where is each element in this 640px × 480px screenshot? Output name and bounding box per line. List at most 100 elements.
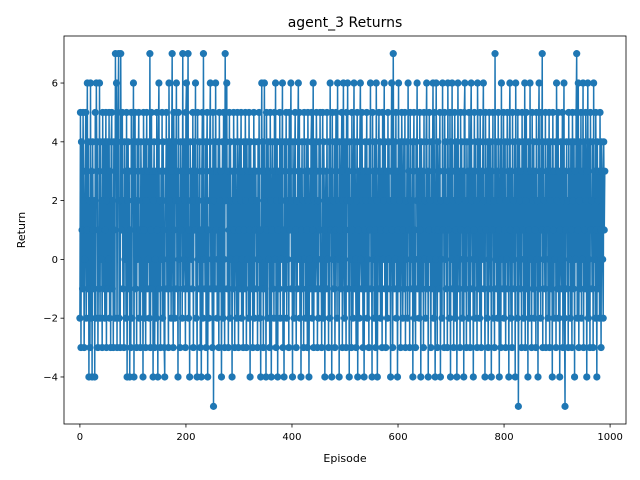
data-point bbox=[526, 255, 535, 263]
data-point bbox=[292, 226, 300, 234]
data-point bbox=[243, 255, 252, 263]
data-point bbox=[106, 314, 114, 322]
data-point bbox=[86, 79, 95, 87]
data-point bbox=[340, 314, 349, 322]
data-point bbox=[406, 343, 414, 352]
data-point bbox=[538, 50, 546, 58]
data-point bbox=[579, 343, 588, 352]
x-tick-label: 800 bbox=[495, 432, 514, 443]
data-point bbox=[127, 343, 135, 352]
data-point bbox=[469, 373, 477, 381]
data-point bbox=[450, 343, 458, 352]
data-point bbox=[320, 138, 328, 146]
data-point bbox=[365, 138, 373, 146]
data-point bbox=[596, 108, 604, 117]
data-point bbox=[195, 285, 203, 293]
data-point bbox=[206, 79, 214, 87]
data-point bbox=[428, 167, 437, 175]
data-point bbox=[362, 197, 370, 205]
data-point bbox=[194, 255, 202, 263]
data-point bbox=[297, 226, 306, 234]
data-point bbox=[330, 285, 338, 293]
data-point bbox=[392, 314, 401, 322]
data-point bbox=[155, 285, 164, 293]
data-point bbox=[322, 167, 330, 175]
data-point bbox=[375, 285, 384, 293]
data-point bbox=[346, 138, 354, 146]
data-point bbox=[431, 373, 439, 381]
data-point bbox=[173, 285, 181, 293]
data-point bbox=[337, 167, 345, 175]
data-point bbox=[303, 226, 311, 234]
data-point bbox=[601, 167, 609, 175]
data-point bbox=[549, 226, 557, 234]
data-point bbox=[494, 108, 502, 117]
data-point bbox=[555, 314, 563, 322]
data-point bbox=[274, 373, 282, 381]
data-point bbox=[298, 285, 307, 293]
data-point bbox=[561, 402, 569, 410]
data-point bbox=[449, 285, 457, 293]
data-point bbox=[91, 108, 99, 117]
data-point bbox=[352, 343, 360, 352]
data-point bbox=[373, 197, 381, 205]
data-point bbox=[548, 373, 556, 381]
data-point bbox=[426, 197, 434, 205]
x-tick-label: 1000 bbox=[597, 432, 622, 443]
data-point bbox=[269, 285, 277, 293]
data-point bbox=[120, 343, 128, 352]
data-point bbox=[480, 197, 489, 205]
data-point bbox=[454, 79, 462, 87]
data-point bbox=[447, 255, 456, 263]
data-point bbox=[403, 138, 411, 146]
data-point bbox=[201, 285, 209, 293]
data-point bbox=[271, 79, 280, 87]
data-point bbox=[100, 167, 108, 175]
data-point bbox=[125, 285, 133, 293]
data-point bbox=[569, 285, 578, 293]
data-point bbox=[174, 373, 182, 381]
data-point bbox=[564, 197, 572, 205]
data-point bbox=[196, 343, 204, 352]
data-point bbox=[444, 226, 452, 234]
data-point bbox=[112, 79, 121, 87]
data-point bbox=[165, 79, 173, 87]
data-point bbox=[476, 314, 484, 322]
data-point bbox=[512, 79, 520, 87]
data-point bbox=[387, 167, 395, 175]
data-point bbox=[331, 343, 339, 352]
data-point bbox=[580, 138, 588, 146]
data-point bbox=[108, 108, 116, 117]
data-point bbox=[504, 285, 512, 293]
data-point bbox=[192, 167, 201, 175]
data-point bbox=[213, 314, 221, 322]
data-point bbox=[208, 255, 216, 263]
data-point bbox=[197, 226, 205, 234]
data-point bbox=[500, 226, 509, 234]
data-point bbox=[211, 285, 219, 293]
data-point bbox=[199, 50, 208, 58]
data-point bbox=[570, 373, 579, 381]
data-point bbox=[205, 314, 213, 322]
data-point bbox=[490, 343, 499, 352]
data-point bbox=[387, 373, 395, 381]
data-point bbox=[284, 255, 292, 263]
data-point bbox=[175, 197, 184, 205]
data-point bbox=[368, 108, 377, 117]
data-point bbox=[156, 197, 164, 205]
data-point bbox=[256, 226, 264, 234]
data-point bbox=[151, 255, 159, 263]
data-point bbox=[523, 285, 531, 293]
data-point bbox=[420, 255, 429, 263]
data-point bbox=[512, 226, 520, 234]
data-point bbox=[335, 373, 343, 381]
data-point bbox=[279, 343, 287, 352]
data-point bbox=[403, 314, 412, 322]
data-point bbox=[536, 167, 544, 175]
data-point bbox=[126, 226, 134, 234]
data-point bbox=[286, 226, 294, 234]
data-point bbox=[103, 197, 111, 205]
data-point bbox=[487, 373, 495, 381]
data-point bbox=[119, 285, 127, 293]
